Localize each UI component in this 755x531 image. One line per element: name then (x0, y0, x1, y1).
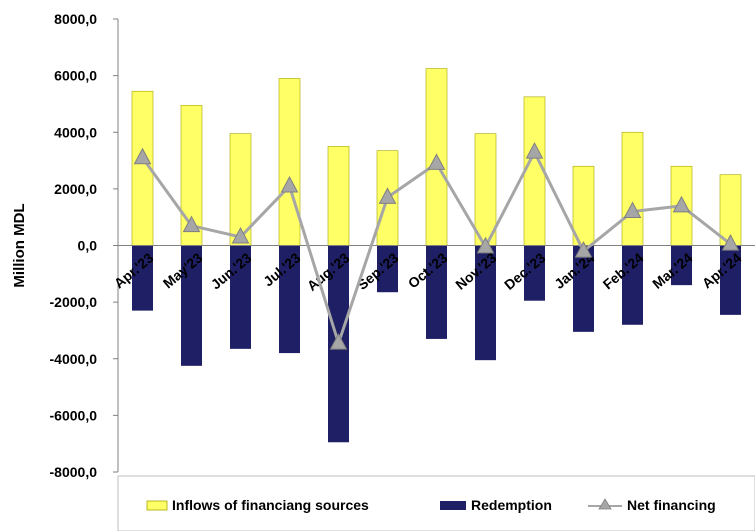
y-tick-label: 2000,0 (54, 181, 97, 197)
legend-net-label: Net financing (627, 497, 716, 513)
net-financing-marker (231, 226, 250, 244)
bar-inflows (327, 146, 350, 246)
y-tick-label: 8000,0 (54, 11, 97, 27)
net-financing-marker (378, 187, 397, 204)
net-financing-marker (133, 147, 152, 165)
net-financing-marker (329, 333, 348, 350)
legend-inflows-label: Inflows of financiang sources (172, 497, 369, 513)
bar-inflows (621, 131, 644, 246)
net-financing-marker (623, 201, 642, 219)
bar-redemption (720, 245, 741, 315)
bar-redemption (181, 245, 202, 366)
y-tick-label: 6000,0 (54, 68, 97, 84)
y-tick-label: -4000,0 (50, 351, 98, 367)
legend-inflows-swatch (146, 500, 168, 511)
y-tick-label: -8000,0 (50, 464, 98, 480)
y-tick-label: 4000,0 (54, 124, 97, 140)
bar-redemption (279, 245, 300, 354)
net-financing-marker (721, 234, 740, 251)
bar-redemption (377, 245, 398, 293)
bar-redemption (573, 245, 594, 332)
legend-net-marker (598, 498, 612, 510)
legend-redemption-swatch (440, 501, 466, 510)
y-tick-label: -6000,0 (50, 407, 98, 423)
net-financing-marker (182, 215, 201, 233)
net-financing-marker (427, 153, 446, 170)
bar-redemption (671, 245, 692, 286)
net-financing-marker (672, 195, 691, 213)
bar-inflows (474, 133, 497, 246)
legend-box (117, 475, 755, 531)
legend: Inflows of financiang sources Redemption… (117, 475, 755, 531)
net-financing-marker (574, 241, 593, 258)
bar-inflows (278, 78, 301, 246)
net-financing-marker (476, 236, 495, 254)
net-financing-marker (525, 142, 544, 159)
y-axis-title: Million MDL (11, 203, 28, 287)
bar-redemption (524, 245, 545, 301)
bar-redemption (230, 245, 251, 349)
bar-inflows (523, 96, 546, 246)
bar-redemption (132, 245, 153, 311)
legend-redemption-label: Redemption (471, 497, 552, 513)
bar-redemption (426, 245, 447, 339)
net-financing-marker (280, 175, 299, 193)
y-tick-label: -2000,0 (50, 294, 98, 310)
plot-area: 8000,0 6000,0 4000,0 2000,0 0,0 -2000,0 -4000,… (11, 11, 755, 480)
y-tick-label: 0,0 (78, 238, 98, 254)
bar-redemption (622, 245, 643, 325)
bar-redemption (475, 245, 496, 361)
